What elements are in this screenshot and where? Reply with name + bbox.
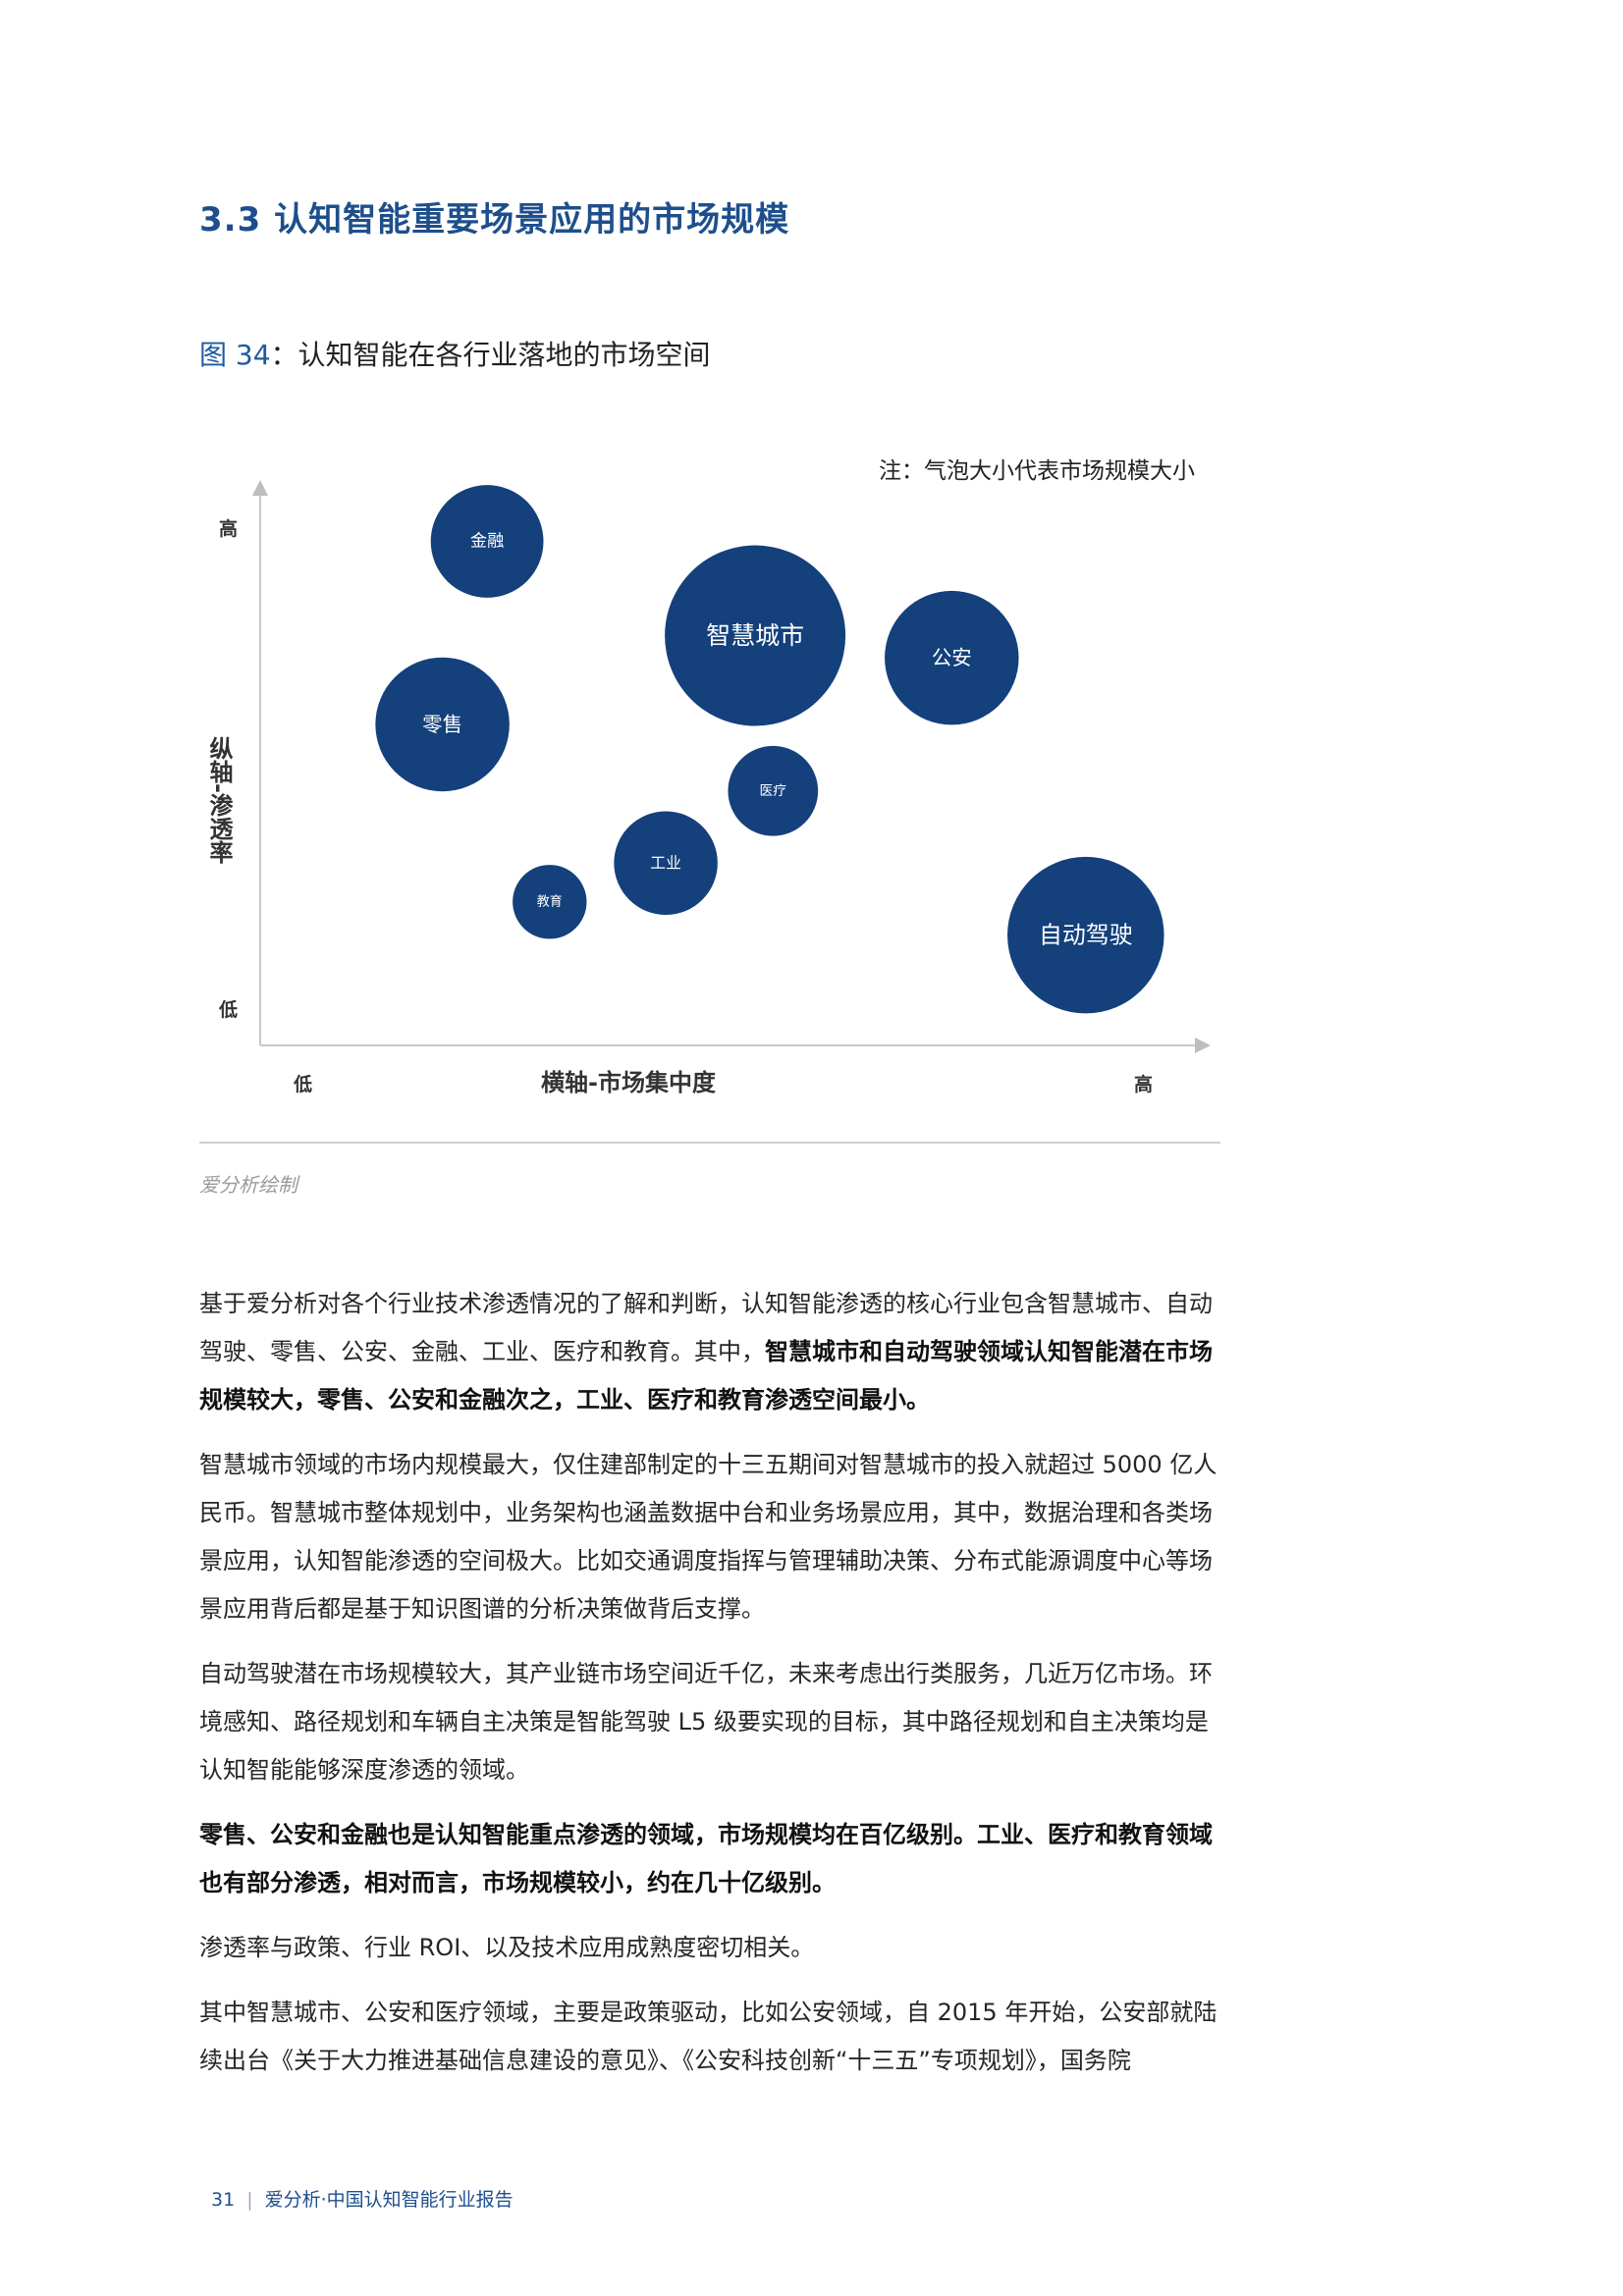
bubble-label-5: 工业	[650, 854, 681, 873]
paragraph-1-emphasis: 智慧城市和自动驾驶领域认知智能潜在市场规模较大，零售、公安和金融次之，工业、医疗…	[199, 1338, 1213, 1414]
paragraph-5: 渗透率与政策、行业 ROI、以及技术应用成熟度密切相关。	[199, 1934, 815, 1961]
figure-title: 认知智能在各行业落地的市场空间	[298, 339, 711, 371]
bubble-3	[375, 657, 510, 792]
bubble-6	[513, 865, 587, 939]
paragraph-3: 自动驾驶潜在市场规模较大，其产业链市场空间近千亿，未来考虑出行类服务，几近万亿市…	[199, 1660, 1213, 1784]
body-text: 基于爱分析对各个行业技术渗透情况的了解和判断，认知智能渗透的核心行业包含智慧城市…	[199, 1280, 1225, 2102]
paragraph-4-emphasis: 零售、公安和金融也是认知智能重点渗透的领域，市场规模均在百亿级别。工业、医疗和教…	[199, 1821, 1213, 1896]
page-number: 31	[211, 2189, 236, 2211]
paragraph-6: 其中智慧城市、公安和医疗领域，主要是政策驱动，比如公安领域，自 2015 年开始…	[199, 1999, 1217, 2074]
y-tick-high: 高	[219, 517, 238, 540]
figure-caption: 图 34：认知智能在各行业落地的市场空间	[199, 334, 711, 373]
paragraph-1-text: 基于爱分析对各个行业技术渗透情况的了解和判断，认知智能渗透的核心行业包含智慧城市…	[199, 1290, 1213, 1365]
bubble-2	[885, 590, 1019, 725]
chart-note: 注：气泡大小代表市场规模大小	[879, 458, 1195, 484]
footer-separator: |	[246, 2189, 253, 2211]
bubble-label-7: 自动驾驶	[1039, 922, 1133, 949]
paragraph-4: 零售、公安和金融也是认知智能重点渗透的领域，市场规模均在百亿级别。工业、医疗和教…	[199, 1811, 1225, 1907]
bubble-label-0: 金融	[470, 532, 504, 552]
bubble-label-1: 智慧城市	[706, 621, 804, 650]
y-axis-label: 纵轴-渗透率	[205, 736, 233, 864]
paragraph-2: 智慧城市领域的市场内规模最大，仅住建部制定的十三五期间对智慧城市的投入就超过 5…	[199, 1451, 1217, 1623]
x-axis-label: 横轴-市场集中度	[541, 1069, 717, 1096]
paragraph-1: 基于爱分析对各个行业技术渗透情况的了解和判断，认知智能渗透的核心行业包含智慧城市…	[199, 1280, 1225, 1424]
bubble-1	[665, 545, 846, 726]
bubble-5	[614, 811, 718, 915]
figure-number: 图 34	[199, 339, 271, 371]
bubble-label-4: 医疗	[760, 783, 787, 799]
bubble-label-3: 零售	[422, 713, 462, 736]
source-note: 爱分析绘制	[199, 1173, 298, 1197]
y-tick-low: 低	[218, 998, 238, 1021]
bubble-4	[728, 745, 819, 836]
footer-title: 爱分析·中国认知智能行业报告	[264, 2189, 514, 2211]
figure-separator: ：	[270, 339, 298, 371]
bubble-label-2: 公安	[932, 646, 972, 669]
bubble-0	[430, 485, 544, 598]
bubble-label-6: 教育	[537, 893, 563, 909]
bubble-7	[1007, 856, 1164, 1014]
x-tick-low: 低	[293, 1073, 312, 1095]
x-tick-high: 高	[1134, 1073, 1153, 1095]
page-footer: 31 | 爱分析·中国认知智能行业报告	[211, 2185, 514, 2212]
section-title: 3.3 认知智能重要场景应用的市场规模	[199, 200, 790, 240]
chart-divider	[199, 1142, 1220, 1144]
